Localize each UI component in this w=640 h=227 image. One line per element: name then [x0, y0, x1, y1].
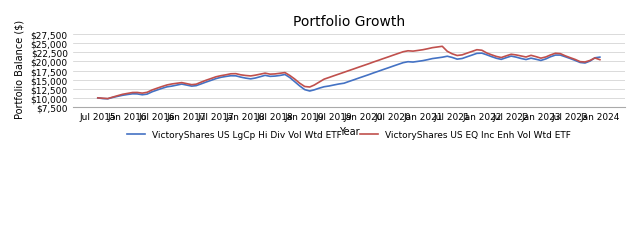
Legend: VictoryShares US LgCp Hi Div Vol Wtd ETF, VictoryShares US EQ Inc Enh Vol Wtd ET: VictoryShares US LgCp Hi Div Vol Wtd ETF… — [123, 126, 575, 143]
VictoryShares US LgCp Hi Div Vol Wtd ETF — [547, 56, 554, 59]
VictoryShares US EQ Inc Enh Vol Wtd ETF — [237, 74, 244, 77]
VictoryShares US LgCp Hi Div Vol Wtd ETF — [596, 57, 604, 59]
Title: Portfolio Growth: Portfolio Growth — [292, 15, 405, 29]
VictoryShares US EQ Inc Enh Vol Wtd ETF — [547, 54, 554, 57]
VictoryShares US LgCp Hi Div Vol Wtd ETF — [561, 56, 569, 59]
X-axis label: Year: Year — [339, 127, 359, 137]
VictoryShares US LgCp Hi Div Vol Wtd ETF — [478, 52, 486, 55]
VictoryShares US EQ Inc Enh Vol Wtd ETF — [389, 54, 397, 57]
Y-axis label: Portfolio Balance ($): Portfolio Balance ($) — [15, 20, 25, 119]
VictoryShares US LgCp Hi Div Vol Wtd ETF — [572, 60, 579, 62]
VictoryShares US EQ Inc Enh Vol Wtd ETF — [556, 53, 564, 56]
VictoryShares US EQ Inc Enh Vol Wtd ETF — [572, 59, 579, 62]
VictoryShares US LgCp Hi Div Vol Wtd ETF — [556, 54, 564, 57]
Line: VictoryShares US EQ Inc Enh Vol Wtd ETF: VictoryShares US EQ Inc Enh Vol Wtd ETF — [98, 47, 600, 99]
VictoryShares US LgCp Hi Div Vol Wtd ETF — [237, 76, 244, 79]
Line: VictoryShares US LgCp Hi Div Vol Wtd ETF: VictoryShares US LgCp Hi Div Vol Wtd ETF — [98, 54, 600, 99]
VictoryShares US EQ Inc Enh Vol Wtd ETF — [596, 59, 604, 62]
VictoryShares US EQ Inc Enh Vol Wtd ETF — [94, 97, 102, 100]
VictoryShares US EQ Inc Enh Vol Wtd ETF — [561, 55, 569, 58]
VictoryShares US LgCp Hi Div Vol Wtd ETF — [104, 98, 111, 101]
VictoryShares US LgCp Hi Div Vol Wtd ETF — [389, 65, 397, 68]
VictoryShares US EQ Inc Enh Vol Wtd ETF — [104, 98, 111, 101]
VictoryShares US EQ Inc Enh Vol Wtd ETF — [438, 46, 446, 48]
VictoryShares US LgCp Hi Div Vol Wtd ETF — [94, 97, 102, 100]
